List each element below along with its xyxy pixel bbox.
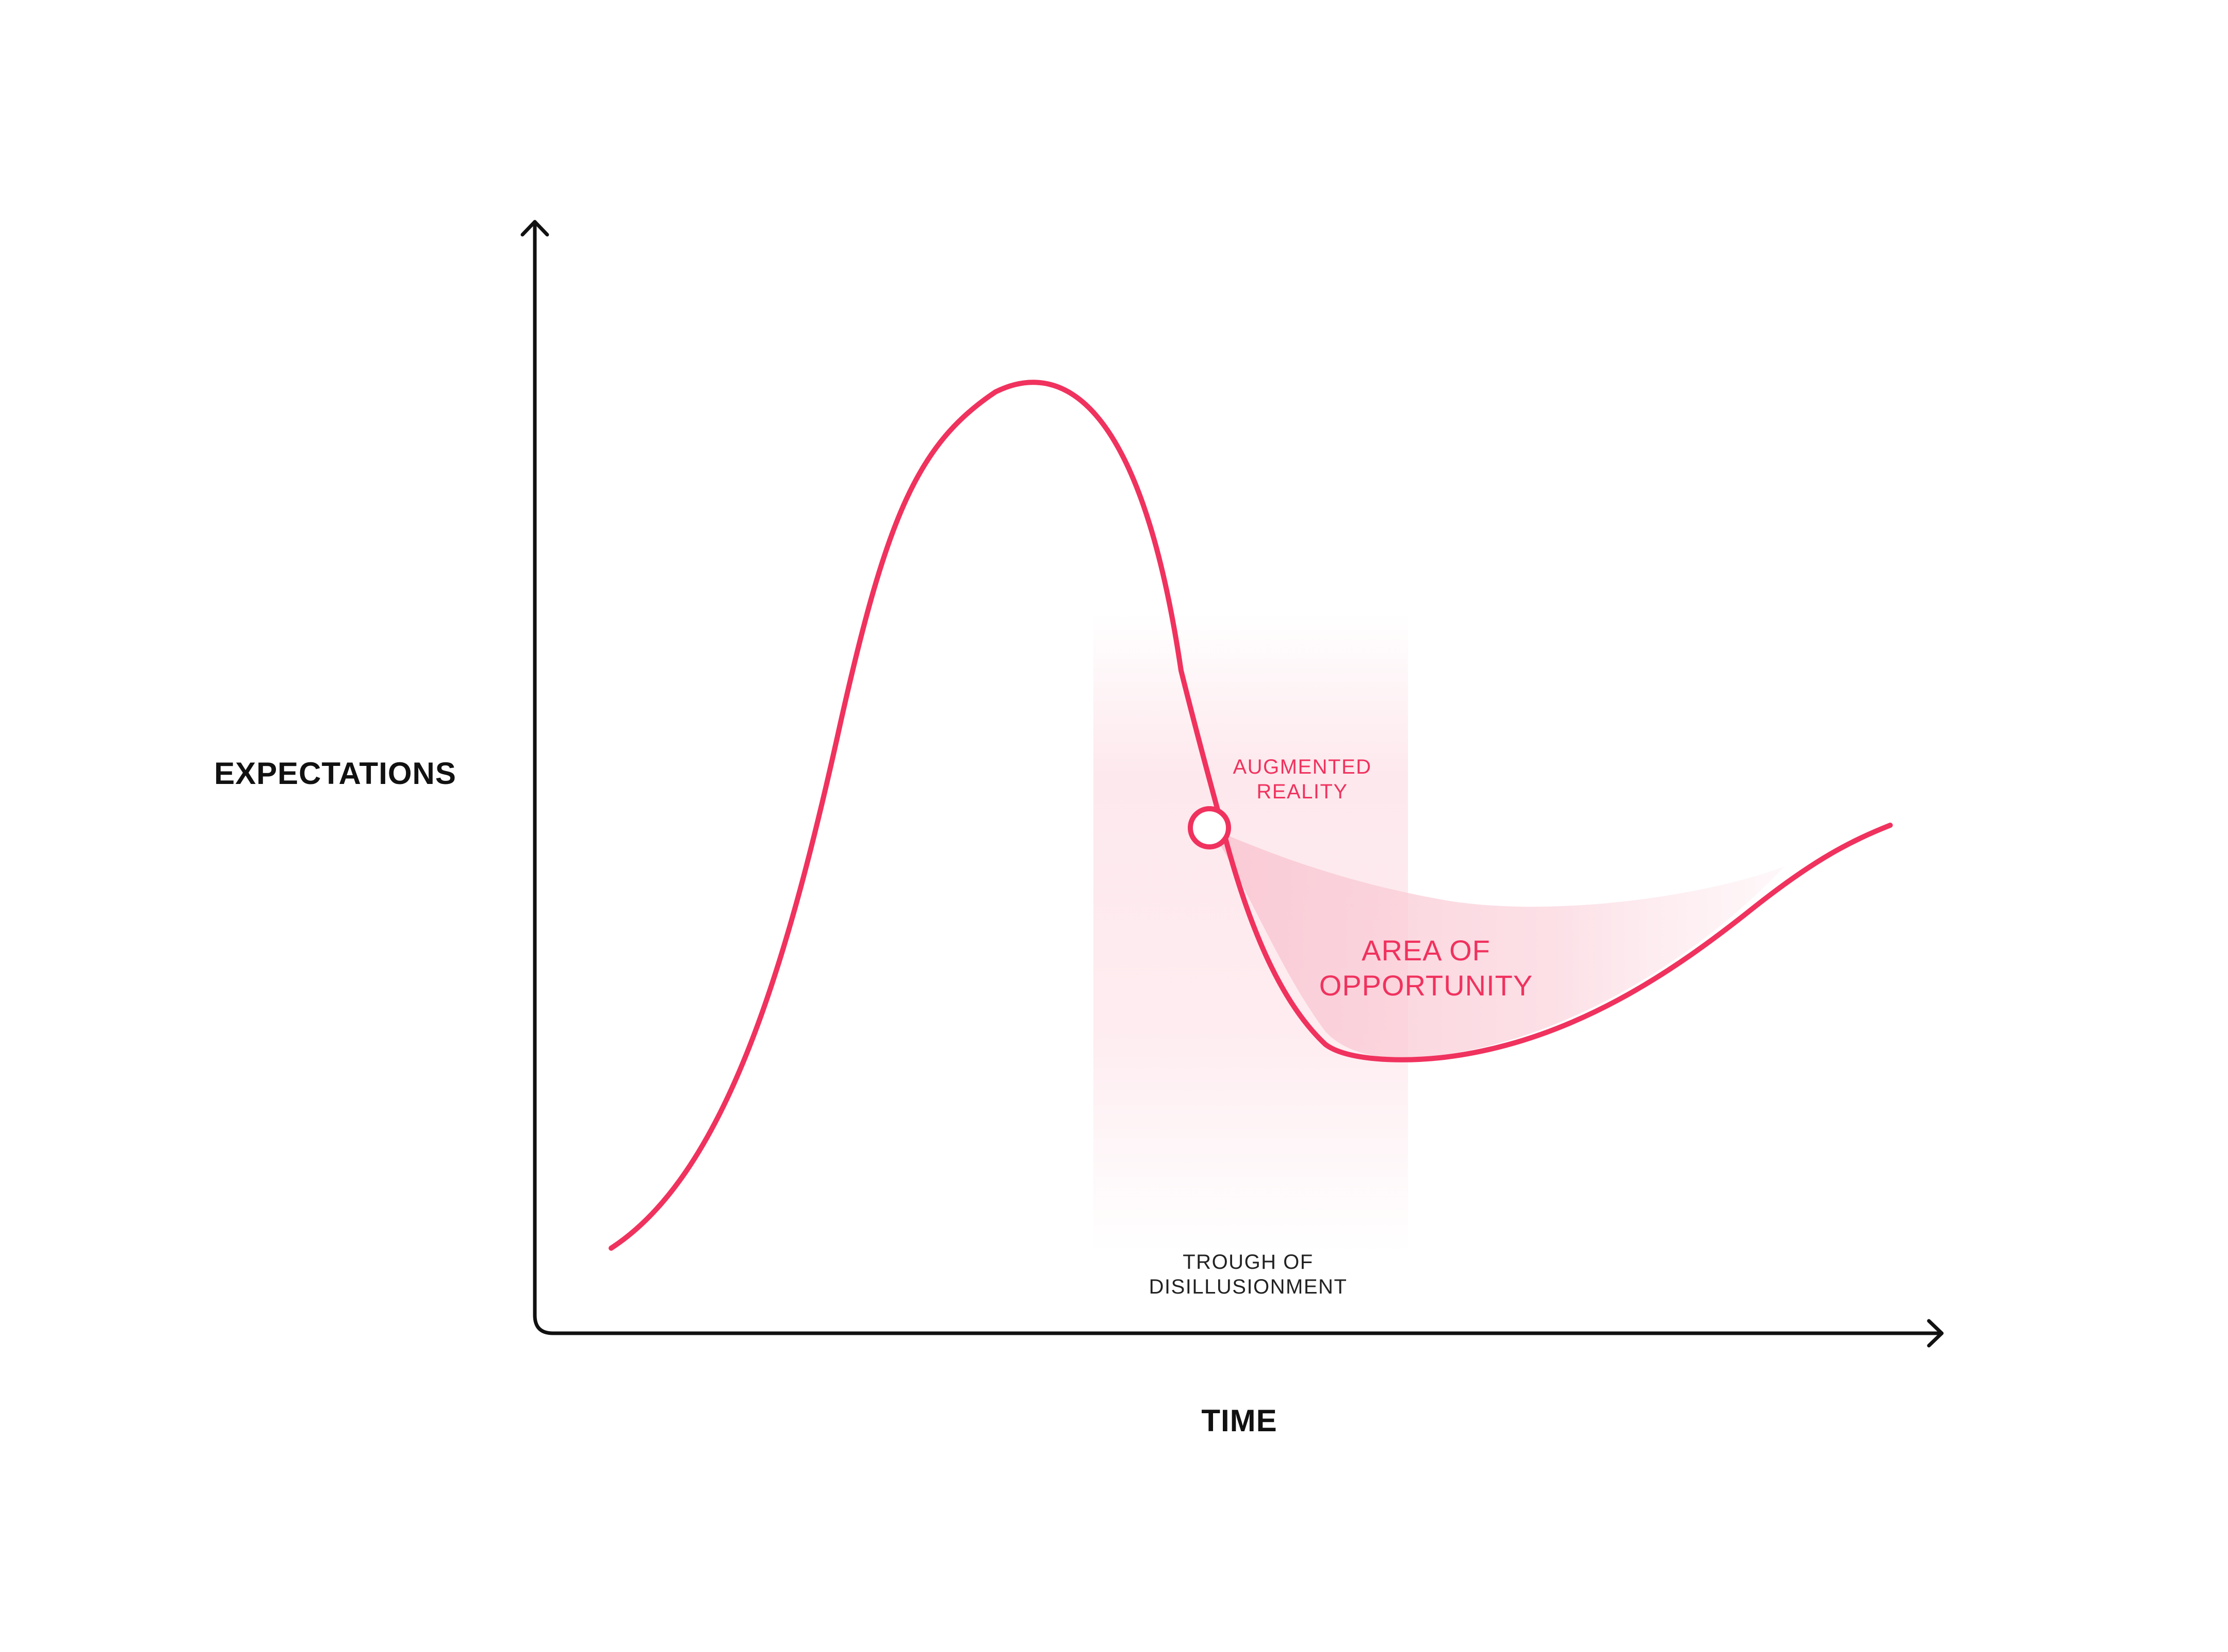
area-label-line1: AREA OF [1362,934,1490,967]
y-axis-arrowhead [520,220,549,237]
zone-label-line2: DISILLUSIONMENT [1149,1275,1348,1298]
x-axis-arrowhead [1927,1319,1944,1348]
area-label-line2: OPPORTUNITY [1319,969,1533,1002]
y-axis-line [533,220,1944,1335]
x-axis-label: TIME [1201,1403,1277,1438]
zone-label-line1: TROUGH OF [1183,1251,1313,1273]
axes [520,220,1944,1348]
opportunity-area [1209,828,1784,1059]
hype-curve [609,380,1893,1251]
y-axis-label: EXPECTATIONS [214,756,456,791]
augmented-reality-marker[interactable] [1188,806,1231,849]
marker-label-line2: REALITY [1256,780,1348,803]
marker-label-line1: AUGMENTED [1233,756,1371,778]
